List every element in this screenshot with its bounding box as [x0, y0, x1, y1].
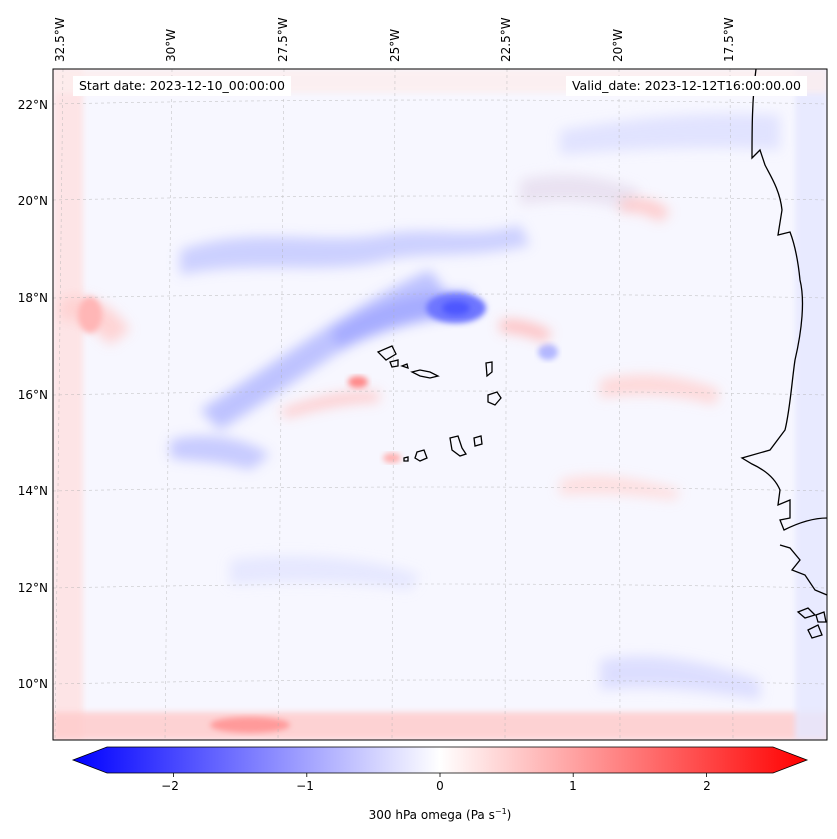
island-sao-nicolau	[410, 369, 440, 379]
lat-label-14n: 14°N	[17, 484, 48, 498]
island-sao-vicente	[389, 359, 399, 368]
lon-label-32.5w: 32.5°W	[53, 17, 67, 62]
lon-label-22.5w: 22.5°W	[499, 17, 513, 62]
lon-label-20w: 20°W	[611, 28, 625, 62]
island-santiago	[449, 435, 468, 457]
boundary-zone-east	[795, 69, 827, 740]
island-brava	[403, 456, 409, 462]
colorbar-tick-label: 0	[436, 779, 444, 793]
colorbar-tick-label: 2	[703, 779, 711, 793]
island-fogo	[414, 449, 428, 462]
island-santa-luzia	[400, 363, 409, 369]
lat-label-18n: 18°N	[17, 291, 48, 305]
valid-date-label: Valid_date: 2023-12-12T16:00:00.00	[565, 76, 807, 96]
lat-label-22n: 22°N	[17, 98, 48, 112]
lon-label-30w: 30°W	[164, 28, 178, 62]
colorbar-units: Pa s	[470, 808, 495, 822]
gridlines	[52, 68, 828, 741]
lat-label-10n: 10°N	[17, 677, 48, 691]
boundary-zone-west	[53, 69, 83, 740]
omega-field	[53, 69, 827, 740]
colorbar-tick-label: −1	[296, 779, 314, 793]
colorbar-variable: 300 hPa omega	[368, 808, 463, 822]
island-boa-vista	[487, 391, 502, 406]
lat-label-16n: 16°N	[17, 388, 48, 402]
island-santo-antao	[376, 345, 397, 361]
colorbar-tick-label: 1	[569, 779, 577, 793]
boundary-zone-south	[53, 712, 827, 740]
map-frame	[52, 68, 828, 741]
colorbar-tick-label: −2	[161, 779, 179, 793]
lon-label-25w: 25°W	[388, 28, 402, 62]
island-maio	[473, 435, 483, 447]
colorbar	[71, 746, 809, 777]
start-date-label: Start date: 2023-12-10_00:00:00	[73, 76, 291, 96]
colorbar-bar	[71, 746, 809, 774]
african-coast	[740, 68, 828, 531]
island-sal	[485, 361, 493, 378]
colorbar-ticks	[173, 773, 707, 777]
lon-label-17.5w: 17.5°W	[722, 17, 736, 62]
lat-label-12n: 12°N	[17, 581, 48, 595]
colorbar-units-exponent: −1	[494, 807, 507, 816]
lat-label-20n: 20°N	[17, 194, 48, 208]
coastline	[376, 68, 828, 639]
lon-label-27.5w: 27.5°W	[276, 17, 290, 62]
colorbar-label: 300 hPa omega (Pa s−1)	[368, 807, 512, 823]
